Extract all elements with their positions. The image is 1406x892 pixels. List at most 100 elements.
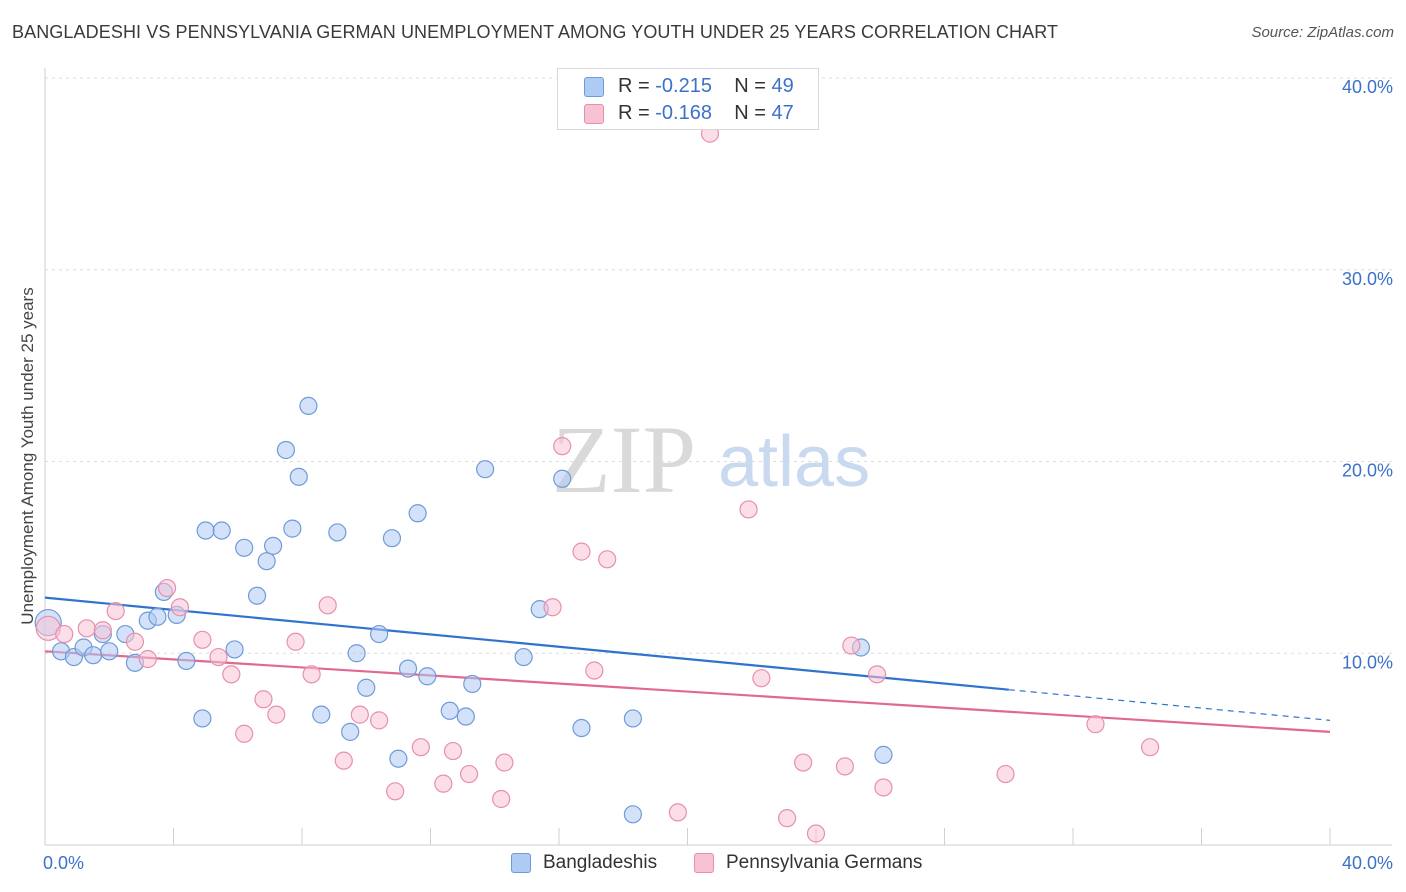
- y-tick-label: 40.0%: [1342, 77, 1393, 97]
- pink-swatch: [584, 104, 604, 124]
- pennsylvania-germans-swatch: [694, 853, 714, 873]
- point-bangladeshis: [514, 647, 533, 667]
- point-bangladeshis: [328, 523, 347, 542]
- trend-line-bangladeshis: [44, 596, 1009, 691]
- point-pennsylvania-germans: [235, 724, 254, 743]
- point-bangladeshis: [623, 805, 642, 824]
- correlation-legend: R = -0.215 N = 49 R = -0.168 N = 47: [557, 68, 819, 130]
- pink-r-value: -0.168: [655, 102, 712, 124]
- point-bangladeshis: [408, 504, 427, 523]
- pink-n-value: 47: [771, 102, 794, 124]
- blue-n-value: 49: [771, 75, 794, 97]
- point-pennsylvania-germans: [495, 753, 514, 772]
- point-pennsylvania-germans: [138, 649, 157, 669]
- point-pennsylvania-germans: [125, 632, 145, 651]
- point-pennsylvania-germans: [157, 578, 177, 598]
- point-bangladeshis: [440, 701, 459, 720]
- point-pennsylvania-germans: [1086, 715, 1105, 734]
- point-bangladeshis: [148, 607, 167, 626]
- point-bangladeshis: [257, 552, 276, 571]
- point-pennsylvania-germans: [668, 803, 687, 822]
- point-pennsylvania-germans: [794, 753, 813, 772]
- point-bangladeshis: [263, 536, 283, 555]
- point-pennsylvania-germans: [334, 751, 353, 770]
- point-pennsylvania-germans: [434, 774, 453, 793]
- trend-line-pennsylvania-germans: [44, 650, 1331, 733]
- y-tick-label: 30.0%: [1342, 269, 1393, 289]
- point-bangladeshis: [382, 529, 402, 548]
- blue-n-label: N =: [734, 75, 772, 97]
- point-pennsylvania-germans: [874, 778, 893, 797]
- axes: [44, 68, 1392, 846]
- tick-labels: 10.0% 20.0% 30.0% 40.0% 0.0% 40.0%: [43, 77, 1393, 873]
- point-bangladeshis: [235, 538, 254, 557]
- point-pennsylvania-germans: [459, 764, 479, 784]
- point-pennsylvania-germans: [553, 437, 572, 456]
- series-pennsylvania-germans: [35, 124, 1160, 843]
- point-pennsylvania-germans: [106, 601, 125, 621]
- x-tick-label: 0.0%: [43, 853, 84, 873]
- watermark-zip: ZIP: [552, 406, 696, 513]
- point-bangladeshis: [553, 469, 572, 488]
- point-pennsylvania-germans: [77, 619, 96, 638]
- point-bangladeshis: [370, 624, 389, 644]
- point-bangladeshis: [276, 440, 296, 460]
- point-bangladeshis: [299, 396, 318, 415]
- point-pennsylvania-germans: [411, 738, 430, 757]
- point-pennsylvania-germans: [739, 500, 758, 519]
- point-pennsylvania-germans: [209, 647, 228, 667]
- point-bangladeshis: [312, 705, 331, 724]
- point-pennsylvania-germans: [543, 598, 562, 617]
- point-bangladeshis: [225, 640, 244, 659]
- blue-swatch: [584, 77, 604, 97]
- point-bangladeshis: [84, 646, 103, 665]
- point-bangladeshis: [283, 519, 302, 538]
- point-bangladeshis: [100, 642, 119, 661]
- legend-label-pennsylvania-germans: Pennsylvania Germans: [726, 852, 923, 873]
- point-pennsylvania-germans: [598, 550, 617, 569]
- point-pennsylvania-germans: [267, 705, 286, 724]
- legend-label-bangladeshis: Bangladeshis: [543, 852, 658, 873]
- point-pennsylvania-germans: [806, 824, 826, 843]
- y-tick-label: 10.0%: [1342, 652, 1393, 672]
- point-pennsylvania-germans: [867, 665, 887, 684]
- point-bangladeshis: [247, 586, 267, 605]
- point-bangladeshis: [177, 651, 196, 671]
- point-bangladeshis: [389, 749, 408, 768]
- point-pennsylvania-germans: [55, 624, 74, 644]
- point-pennsylvania-germans: [318, 596, 337, 615]
- point-pennsylvania-germans: [443, 741, 463, 761]
- trend-lines: [44, 596, 1331, 733]
- point-bangladeshis: [357, 678, 376, 697]
- point-bangladeshis: [623, 709, 642, 728]
- point-bangladeshis: [398, 659, 418, 678]
- point-pennsylvania-germans: [572, 542, 591, 561]
- point-pennsylvania-germans: [193, 630, 212, 649]
- point-bangladeshis: [212, 521, 231, 540]
- point-pennsylvania-germans: [585, 661, 604, 680]
- point-pennsylvania-germans: [752, 669, 771, 688]
- point-bangladeshis: [196, 521, 215, 540]
- point-pennsylvania-germans: [996, 764, 1015, 784]
- chart-title: BANGLADESHI VS PENNSYLVANIA GERMAN UNEMP…: [12, 22, 1059, 42]
- blue-r-label: R =: [618, 75, 656, 97]
- y-axis-label: Unemployment Among Youth under 25 years: [18, 287, 37, 625]
- point-bangladeshis: [476, 460, 495, 479]
- blue-r-value: -0.215: [655, 75, 712, 97]
- point-pennsylvania-germans: [350, 705, 369, 724]
- trend-line-bangladeshis-extension: [1008, 689, 1331, 721]
- point-bangladeshis: [463, 674, 482, 694]
- point-bangladeshis: [347, 644, 366, 663]
- y-tick-label: 20.0%: [1342, 461, 1393, 481]
- point-bangladeshis: [193, 709, 212, 728]
- point-pennsylvania-germans: [1140, 738, 1160, 757]
- point-bangladeshis: [341, 722, 360, 741]
- pink-n-label: N =: [734, 102, 772, 124]
- point-pennsylvania-germans: [835, 757, 855, 776]
- point-bangladeshis: [874, 745, 893, 764]
- gridlines: [45, 77, 1392, 654]
- point-pennsylvania-germans: [286, 632, 305, 651]
- point-pennsylvania-germans: [777, 809, 797, 828]
- watermark-atlas: atlas: [718, 422, 870, 502]
